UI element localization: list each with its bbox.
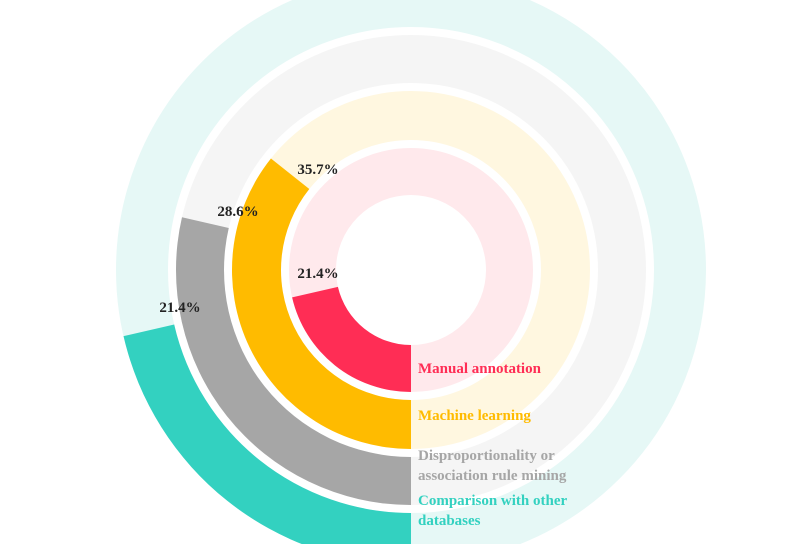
category-labels: Manual annotation Machine learning Disprop… — [418, 361, 568, 529]
percentage-labels: 21.4% 35.7% 28.6% 21.4% — [159, 162, 338, 316]
category-label-1: Manual annotation — [418, 361, 542, 377]
ring-bar-4 — [123, 324, 411, 544]
ring-bar-1 — [292, 286, 411, 392]
percentage-label-1: 21.4% — [297, 266, 338, 282]
percentage-label-4: 21.4% — [159, 300, 200, 316]
category-label-4-line-2: databases — [418, 513, 481, 529]
ring-bars — [123, 158, 411, 544]
ring-bar-3 — [175, 217, 411, 505]
category-label-3-line-1: Disproportionality or — [418, 448, 555, 464]
ring-bar-2 — [232, 158, 411, 449]
percentage-label-3: 28.6% — [217, 204, 258, 220]
percentage-label-2: 35.7% — [297, 162, 338, 178]
category-label-4-line-1: Comparison with other — [418, 493, 568, 509]
category-label-3-line-2: association rule mining — [418, 468, 567, 484]
category-label-2: Machine learning — [418, 408, 531, 424]
